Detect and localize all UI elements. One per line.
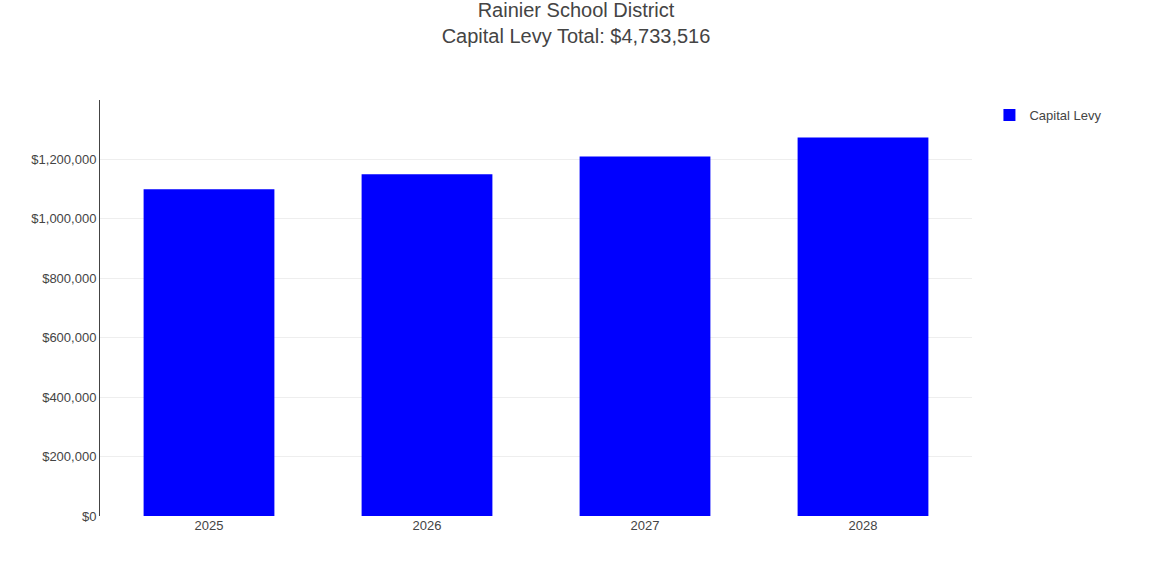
svg-text:Capital Levy: Capital Levy [1029,108,1101,123]
svg-text:$800,000: $800,000 [42,271,96,286]
svg-text:2025: 2025 [195,518,224,533]
svg-text:2026: 2026 [413,518,442,533]
svg-text:$1,200,000: $1,200,000 [31,152,96,167]
svg-text:$400,000: $400,000 [42,390,96,405]
svg-text:$600,000: $600,000 [42,330,96,345]
svg-text:$1,000,000: $1,000,000 [31,211,96,226]
svg-text:$200,000: $200,000 [42,449,96,464]
svg-text:$0: $0 [82,509,96,524]
svg-text:2028: 2028 [849,518,878,533]
svg-text:2027: 2027 [631,518,660,533]
svg-text:Rainier School DistrictCapital: Rainier School DistrictCapital Levy Tota… [442,0,711,47]
